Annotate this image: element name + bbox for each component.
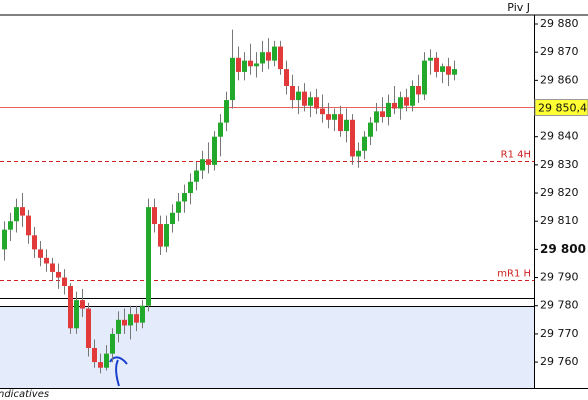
candle-body	[434, 57, 439, 72]
candle-body	[26, 215, 31, 236]
candle-body	[344, 119, 349, 132]
candle-body	[98, 362, 103, 368]
candle-body	[290, 85, 295, 101]
candle-body	[254, 63, 259, 67]
candle-body	[92, 347, 97, 363]
candle-body	[146, 207, 151, 306]
candle-body	[176, 201, 181, 213]
candle-body	[296, 91, 301, 101]
candle-body	[272, 46, 277, 61]
candle-body	[230, 57, 235, 101]
candle-body	[164, 224, 169, 247]
candle-body	[266, 52, 271, 61]
candle-body	[2, 229, 7, 250]
candle-body	[38, 249, 43, 258]
candle-body	[428, 57, 433, 61]
candle-body	[404, 97, 409, 106]
candle-body	[170, 212, 175, 225]
candle-body	[194, 170, 199, 182]
candle-body	[14, 207, 19, 222]
candle-body	[68, 286, 73, 329]
candle-body	[452, 69, 457, 75]
y-tick-label: 29 860	[540, 73, 579, 86]
y-tick-label: 29 790	[540, 271, 579, 284]
candle-body	[446, 66, 451, 75]
candle-body	[380, 111, 385, 117]
candle-body	[392, 102, 397, 109]
candle-body	[308, 97, 313, 106]
price-badge	[534, 99, 588, 116]
candle-body	[326, 114, 331, 120]
y-tick-label: 29 760	[540, 355, 579, 368]
y-tick-label: 29 800	[540, 242, 586, 256]
candle-body	[248, 60, 253, 67]
candle-body	[350, 119, 355, 157]
candle-body	[410, 85, 415, 106]
candle-body	[320, 108, 325, 115]
candle-body	[314, 97, 319, 109]
y-tick-label: 29 870	[540, 45, 579, 58]
candle-body	[332, 114, 337, 120]
candle-body	[374, 111, 379, 123]
candle-body	[152, 207, 157, 225]
y-tick-label: 29 840	[540, 130, 579, 143]
candle-body	[284, 69, 289, 86]
candle-body	[116, 319, 121, 334]
y-tick-label: 29 820	[540, 186, 579, 199]
candle-body	[398, 97, 403, 109]
candle-body	[260, 52, 265, 64]
candle-body	[362, 136, 367, 151]
footer-label: ndicatives	[0, 389, 49, 400]
candle-body	[158, 224, 163, 247]
candle-body	[386, 102, 391, 117]
candle-body	[122, 319, 127, 326]
corner-label: Piv J	[507, 1, 530, 14]
candle-body	[50, 263, 55, 272]
level-label: R1 4H	[501, 150, 531, 161]
zone	[0, 306, 534, 388]
y-tick-label: 29 770	[540, 327, 579, 340]
candle-body	[338, 114, 343, 132]
candle-body	[80, 300, 85, 309]
candle-body	[212, 136, 217, 165]
candle-body	[440, 66, 445, 72]
candle-body	[278, 46, 283, 70]
candle-body	[128, 314, 133, 326]
candle-body	[224, 100, 229, 123]
candle-body	[32, 235, 37, 250]
candle-body	[104, 353, 109, 368]
price-label: 29 850,4	[538, 102, 587, 115]
level-label: mR1 H	[497, 269, 531, 280]
candle-body	[182, 193, 187, 202]
candle-body	[302, 91, 307, 106]
candle-body	[200, 159, 205, 171]
candle-body	[422, 60, 427, 95]
candle-body	[242, 60, 247, 72]
drawn-arrow	[109, 356, 128, 387]
candle-body	[110, 333, 115, 354]
candle-body	[74, 300, 79, 329]
candle-body	[134, 314, 139, 323]
candle-body	[218, 122, 223, 137]
candle-body	[56, 271, 61, 278]
candle-body	[416, 85, 421, 95]
candle-body	[8, 221, 13, 230]
candle-body	[62, 277, 67, 287]
candle-body	[188, 181, 193, 194]
y-tick-label: 29 830	[540, 158, 579, 171]
candle-body	[20, 207, 25, 216]
candle-body	[44, 257, 49, 264]
candle-body	[236, 57, 241, 72]
y-tick-label: 29 880	[540, 17, 579, 30]
candle-body	[356, 150, 361, 157]
candle-body	[368, 122, 373, 137]
candle-body	[140, 305, 145, 323]
candle-body	[86, 308, 91, 348]
candle-body	[206, 159, 211, 165]
y-tick-label: 29 810	[540, 214, 579, 227]
y-tick-label: 29 780	[540, 299, 579, 312]
